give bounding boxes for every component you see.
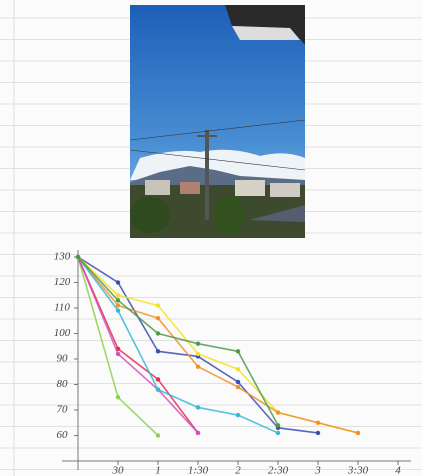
point (115, 303, 121, 308)
point (115, 293, 121, 298)
y-tick-label: 90 (57, 353, 69, 365)
point (155, 316, 161, 321)
point (115, 351, 121, 357)
y-tick-label: 130 (54, 251, 71, 263)
plot: 60 70 80 90 100 110 120 130 30 1 1:30 2 2:30 3 3:30 4 (54, 251, 402, 476)
point (235, 384, 241, 390)
point (115, 298, 121, 303)
x-tick-label: 4 (395, 465, 401, 476)
x-tick-label: 1 (155, 465, 161, 476)
point (195, 351, 201, 357)
point (235, 412, 241, 418)
x-tick-label: 1:30 (188, 465, 209, 476)
point (195, 405, 201, 410)
point (155, 377, 161, 382)
y-tick-label: 120 (54, 276, 71, 288)
point (315, 430, 321, 436)
y-tick-label: 80 (57, 378, 69, 390)
point (235, 367, 241, 372)
point (195, 341, 201, 346)
y-tick-label: 110 (54, 302, 70, 314)
point (355, 430, 361, 436)
point (75, 254, 81, 260)
point (155, 433, 161, 438)
x-tick-label: 3 (314, 465, 321, 476)
x-tick-label: 2:30 (268, 465, 289, 476)
point (155, 331, 161, 336)
point (155, 387, 161, 392)
series-line (77, 256, 279, 434)
point (315, 420, 321, 425)
y-tick-label: 70 (57, 404, 69, 416)
point (115, 280, 121, 285)
y-tick-label: 60 (57, 429, 69, 441)
x-tick-label: 2 (235, 465, 241, 476)
series-line (77, 256, 199, 434)
x-tick-label: 30 (112, 465, 125, 476)
point (235, 379, 241, 385)
point (115, 308, 121, 313)
point (195, 430, 201, 436)
series-line (77, 256, 199, 434)
point (115, 395, 121, 400)
point (275, 410, 281, 415)
point (275, 423, 281, 428)
point (155, 349, 161, 354)
photo (129, 5, 306, 238)
point (155, 303, 161, 308)
point (195, 364, 201, 369)
series-line (77, 256, 279, 426)
series-line (77, 256, 359, 434)
point (235, 349, 241, 354)
x-tick-label: 3:30 (347, 465, 369, 476)
y-tick-label: 100 (54, 327, 71, 339)
point (275, 430, 281, 436)
